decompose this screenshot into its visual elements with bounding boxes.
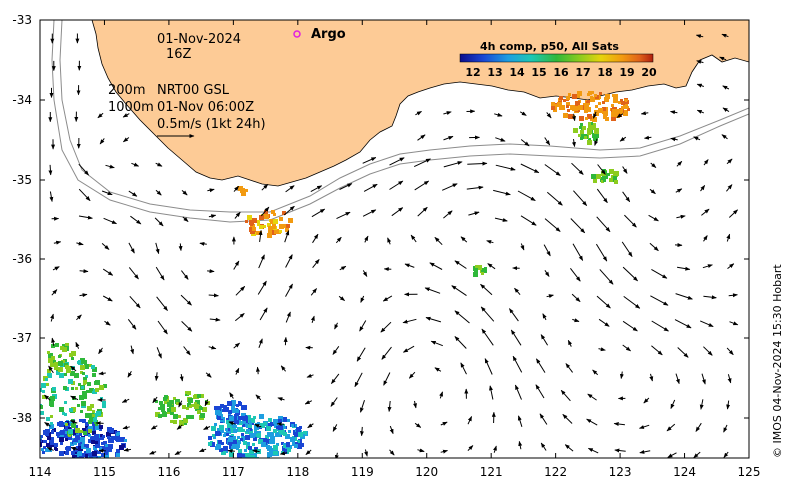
argo-marker-icon — [293, 30, 301, 38]
colorbar-tick-label: 15 — [531, 66, 546, 79]
credit-label: © IMOS 04-Nov-2024 15:30 Hobart — [771, 264, 784, 458]
colorbar-tick-label: 20 — [641, 66, 657, 79]
hour-label: 16Z — [166, 47, 192, 62]
isobath-1000m — [51, 20, 749, 223]
lat-tick-label: -34 — [12, 93, 32, 107]
lon-tick-label: 118 — [286, 465, 309, 479]
colorbar-tick-label: 14 — [509, 66, 525, 79]
lon-tick-label: 114 — [29, 465, 52, 479]
lon-tick-label: 119 — [351, 465, 374, 479]
colorbar-tick-label: 18 — [597, 66, 612, 79]
lat-tick-label: -33 — [12, 13, 32, 27]
lon-tick-label: 123 — [609, 465, 632, 479]
lon-tick-label: 122 — [544, 465, 567, 479]
product-label: NRT00 GSL — [157, 83, 230, 98]
depth-label-1000m: 1000m — [108, 100, 154, 115]
sst-pixels — [40, 91, 630, 458]
lat-tick-label: -37 — [12, 331, 32, 345]
lon-tick-label: 117 — [222, 465, 245, 479]
date-label: 01-Nov-2024 — [157, 32, 241, 47]
lat-axis: -33 -34 -35 -36 -37 -38 — [12, 13, 749, 425]
colorbar — [459, 53, 654, 63]
lat-tick-label: -35 — [12, 173, 32, 187]
colorbar-tick-label: 19 — [619, 66, 634, 79]
analysis-time-label: 01-Nov 06:00Z — [157, 100, 254, 115]
colorbar-ticks: 12 13 14 15 16 17 18 19 20 — [465, 66, 657, 79]
lon-axis: 114 115 116 117 118 119 120 121 122 123 124 125 — [29, 20, 761, 479]
lon-tick-label: 124 — [673, 465, 696, 479]
legend-title: 4h comp, p50, All Sats — [480, 40, 619, 53]
plot-frame — [39, 19, 750, 459]
scale-label: 0.5m/s (1kt 24h) — [157, 117, 266, 132]
colorbar-tick-label: 13 — [487, 66, 502, 79]
lon-tick-label: 116 — [157, 465, 180, 479]
lon-tick-label: 121 — [480, 465, 503, 479]
colorbar-tick-label: 17 — [575, 66, 590, 79]
current-arrows — [44, 33, 739, 458]
lon-tick-label: 125 — [738, 465, 761, 479]
colorbar-tick-label: 16 — [553, 66, 569, 79]
isobath-200m — [59, 20, 749, 213]
lon-tick-label: 120 — [415, 465, 438, 479]
lat-tick-label: -36 — [12, 252, 32, 266]
lat-tick-label: -38 — [12, 411, 32, 425]
colorbar-tick-label: 12 — [465, 66, 480, 79]
depth-label-200m: 200m — [108, 83, 145, 98]
argo-label: Argo — [311, 27, 346, 42]
lon-tick-label: 115 — [93, 465, 116, 479]
